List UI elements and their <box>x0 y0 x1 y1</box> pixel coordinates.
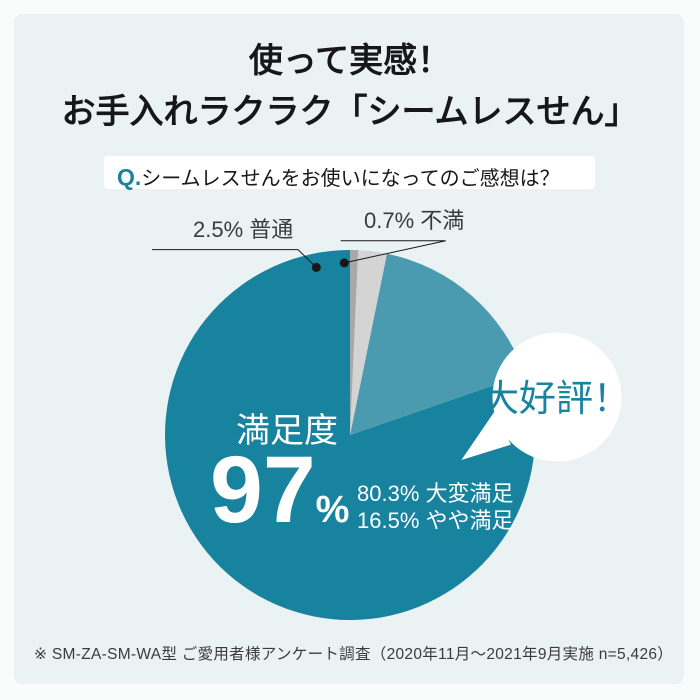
svg-text:大好評！: 大好評！ <box>482 378 630 419</box>
